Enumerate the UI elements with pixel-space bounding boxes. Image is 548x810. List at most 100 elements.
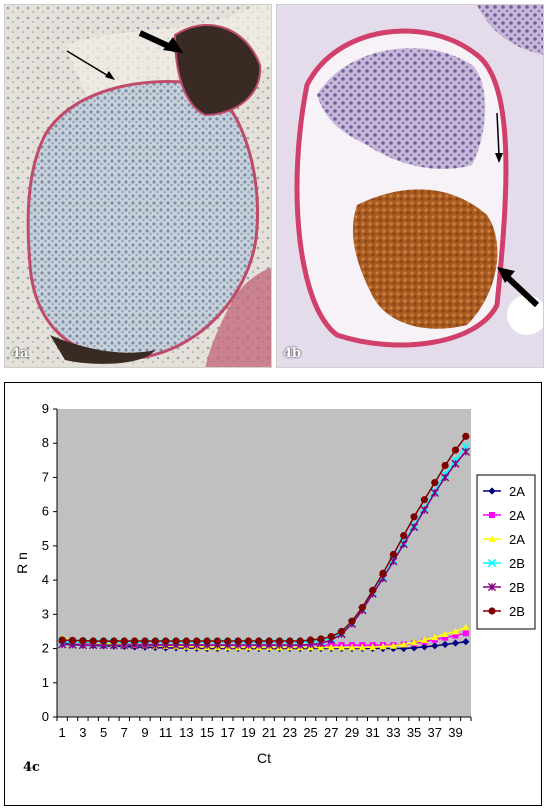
series-line bbox=[62, 435, 467, 642]
x-tick-label: 7 bbox=[121, 725, 128, 740]
data-point bbox=[389, 642, 397, 649]
legend-label: 2B bbox=[509, 604, 525, 619]
data-point bbox=[58, 636, 66, 644]
data-point bbox=[389, 550, 397, 559]
data-point bbox=[462, 630, 469, 637]
data-point bbox=[182, 637, 190, 645]
x-tick-label: 23 bbox=[283, 725, 297, 740]
series-5 bbox=[58, 432, 470, 645]
data-point bbox=[265, 637, 273, 645]
legend-label: 2A bbox=[509, 484, 525, 499]
y-tick-label: 2 bbox=[42, 641, 49, 656]
data-point bbox=[317, 643, 325, 651]
micrograph-4b-image bbox=[277, 5, 543, 367]
legend-label: 2B bbox=[509, 556, 525, 571]
data-point bbox=[441, 461, 449, 470]
legend-marker bbox=[488, 607, 496, 615]
x-axis-title: Ct bbox=[257, 750, 271, 766]
data-point bbox=[224, 637, 232, 645]
data-point bbox=[296, 637, 304, 645]
x-tick-label: 19 bbox=[241, 725, 255, 740]
data-point bbox=[451, 639, 460, 647]
data-point bbox=[409, 522, 419, 532]
data-point bbox=[255, 637, 263, 645]
data-point bbox=[89, 637, 97, 645]
x-tick-label: 25 bbox=[303, 725, 317, 740]
legend-label: 2A bbox=[509, 508, 525, 523]
data-point bbox=[441, 473, 450, 482]
data-point bbox=[400, 640, 408, 648]
data-point bbox=[431, 633, 439, 641]
y-tick-label: 8 bbox=[42, 435, 49, 450]
data-point bbox=[162, 637, 170, 645]
series-line bbox=[62, 640, 466, 650]
series-line bbox=[62, 451, 467, 646]
y-tick-label: 6 bbox=[42, 504, 49, 519]
data-point bbox=[203, 637, 211, 645]
data-point bbox=[452, 632, 459, 639]
micrograph-4a-image bbox=[5, 5, 271, 367]
y-tick-label: 9 bbox=[42, 401, 49, 416]
data-point bbox=[451, 446, 460, 454]
data-point bbox=[420, 505, 429, 515]
legend: 2A 2A 2A 2B 2B 2B bbox=[476, 474, 536, 630]
panel-label-4b: 4b bbox=[283, 346, 302, 361]
data-point bbox=[275, 637, 284, 645]
data-point bbox=[110, 637, 118, 645]
data-point bbox=[462, 638, 470, 646]
data-point bbox=[462, 432, 470, 440]
data-point bbox=[172, 637, 180, 645]
panel-label-4c: 4c bbox=[23, 760, 40, 775]
x-tick-label: 1 bbox=[59, 725, 66, 740]
data-point bbox=[286, 637, 294, 645]
data-point bbox=[369, 586, 377, 594]
series-layer bbox=[58, 432, 470, 653]
data-point bbox=[441, 640, 449, 649]
y-tick-label: 4 bbox=[42, 572, 49, 587]
data-point bbox=[213, 637, 222, 645]
data-point bbox=[451, 627, 460, 635]
data-point bbox=[410, 644, 418, 652]
data-point bbox=[410, 513, 418, 521]
data-point bbox=[338, 627, 346, 636]
data-point bbox=[358, 603, 366, 612]
legend-marker bbox=[487, 558, 497, 568]
data-point bbox=[244, 637, 253, 645]
data-point bbox=[348, 643, 356, 651]
data-point bbox=[461, 447, 470, 456]
data-point bbox=[410, 638, 418, 646]
y-axis-title: R n bbox=[14, 552, 30, 574]
legend-marker bbox=[489, 512, 495, 518]
y-tick-label: 1 bbox=[42, 675, 49, 690]
data-point bbox=[141, 637, 149, 645]
x-tick-label: 13 bbox=[179, 725, 193, 740]
x-tick-label: 15 bbox=[200, 725, 214, 740]
data-point bbox=[369, 643, 377, 651]
legend-marker bbox=[488, 487, 496, 495]
x-tick-label: 11 bbox=[159, 725, 173, 740]
data-point bbox=[79, 637, 87, 645]
data-point bbox=[327, 643, 335, 651]
legend-label: 2B bbox=[509, 580, 525, 595]
legend-marker bbox=[488, 535, 496, 542]
x-tick-label: 5 bbox=[100, 725, 107, 740]
data-point bbox=[399, 540, 408, 549]
x-tick-label: 17 bbox=[221, 725, 235, 740]
x-tick-label: 27 bbox=[324, 725, 338, 740]
data-point bbox=[451, 459, 460, 468]
data-point bbox=[431, 642, 439, 650]
data-point bbox=[379, 642, 387, 650]
data-point bbox=[400, 644, 408, 653]
data-point bbox=[193, 637, 201, 645]
data-point bbox=[306, 636, 315, 644]
data-point bbox=[420, 643, 429, 651]
data-point bbox=[379, 569, 387, 577]
chart-container: 0 1 2 3 4 5 6 7 8 9 1 3 5 7 9 11 13 15 17 19 21 23 25 27 29 31 33 3… bbox=[4, 382, 542, 806]
data-point bbox=[120, 637, 128, 645]
data-point bbox=[441, 630, 449, 638]
data-point bbox=[420, 496, 429, 504]
data-point bbox=[234, 637, 242, 645]
legend-label: 2A bbox=[509, 532, 525, 547]
